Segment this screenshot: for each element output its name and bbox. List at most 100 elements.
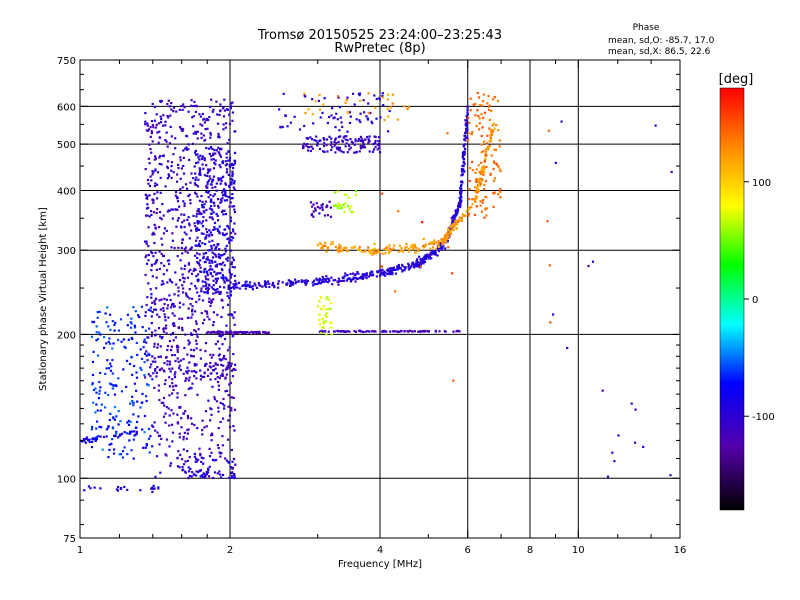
x-tick-label: 2 [227, 545, 233, 556]
data-point [443, 241, 446, 244]
data-point [154, 429, 157, 432]
data-point [193, 370, 196, 373]
data-point [152, 372, 155, 375]
data-point [212, 330, 215, 333]
data-point [194, 130, 197, 134]
data-point [146, 195, 149, 198]
data-point [318, 212, 321, 215]
data-point [210, 180, 214, 183]
data-point [162, 309, 165, 312]
data-point [407, 265, 410, 269]
data-point [348, 208, 351, 211]
data-point [218, 353, 221, 356]
data-point [246, 283, 250, 286]
data-point [210, 199, 213, 202]
data-point [460, 187, 463, 190]
data-point [224, 189, 227, 192]
data-point [250, 330, 253, 333]
data-point [92, 320, 96, 324]
data-point [154, 227, 157, 230]
data-point [228, 113, 231, 116]
data-point [195, 460, 198, 463]
data-point [167, 262, 171, 266]
data-point [169, 114, 172, 117]
data-point [146, 203, 149, 206]
data-point [91, 320, 94, 323]
data-point [204, 350, 207, 353]
data-point [467, 116, 470, 119]
data-point [208, 169, 211, 173]
data-point [447, 236, 450, 239]
data-point [225, 244, 228, 247]
data-point [187, 466, 190, 469]
data-point [151, 424, 154, 427]
data-point [332, 117, 335, 120]
data-point [182, 448, 185, 451]
data-point [227, 196, 230, 199]
data-point [219, 359, 222, 362]
data-point [297, 280, 300, 283]
data-point [170, 246, 173, 249]
data-point [484, 153, 487, 156]
data-point [107, 340, 110, 343]
data-point [199, 115, 203, 118]
data-point [196, 195, 199, 198]
data-point [177, 326, 180, 329]
data-point [201, 242, 204, 245]
data-point [184, 250, 187, 253]
data-point [195, 239, 198, 242]
data-point [197, 458, 200, 461]
data-point [205, 190, 208, 194]
data-point [233, 266, 236, 269]
data-point [481, 172, 484, 175]
data-point [465, 131, 468, 134]
data-point [176, 200, 180, 203]
data-point [210, 205, 213, 208]
data-point [215, 255, 218, 258]
data-point [340, 249, 344, 252]
data-point [221, 194, 225, 197]
data-point [228, 164, 231, 167]
data-point [342, 151, 345, 154]
data-point [185, 370, 188, 373]
data-point [215, 149, 218, 152]
data-point [211, 458, 215, 462]
data-point [257, 282, 260, 285]
data-point [391, 102, 394, 105]
data-point [231, 314, 234, 317]
data-point [130, 336, 133, 340]
data-point [111, 320, 114, 323]
data-point [289, 279, 292, 283]
data-point [223, 199, 226, 202]
data-point [198, 298, 201, 301]
data-point [444, 233, 447, 237]
data-point [198, 220, 201, 223]
data-point [486, 134, 489, 137]
data-point [126, 488, 129, 491]
data-point [199, 270, 202, 273]
data-point [187, 307, 190, 310]
data-point [220, 315, 223, 319]
data-point [338, 146, 341, 149]
data-point [196, 220, 199, 223]
data-point [210, 366, 213, 369]
data-point [182, 149, 185, 152]
data-point [230, 407, 233, 410]
data-point [227, 227, 231, 230]
data-point [159, 100, 162, 103]
data-point [223, 286, 226, 289]
data-point [160, 337, 163, 340]
data-point [205, 164, 208, 167]
data-point [322, 144, 326, 148]
data-point [346, 139, 349, 142]
data-point [388, 268, 391, 271]
data-point [424, 329, 427, 333]
data-point [442, 238, 445, 241]
data-point [251, 285, 254, 288]
data-point [205, 282, 208, 285]
data-point [211, 234, 214, 237]
data-point [181, 186, 184, 189]
data-point [346, 96, 349, 99]
data-point [336, 146, 340, 149]
data-point [498, 139, 501, 142]
